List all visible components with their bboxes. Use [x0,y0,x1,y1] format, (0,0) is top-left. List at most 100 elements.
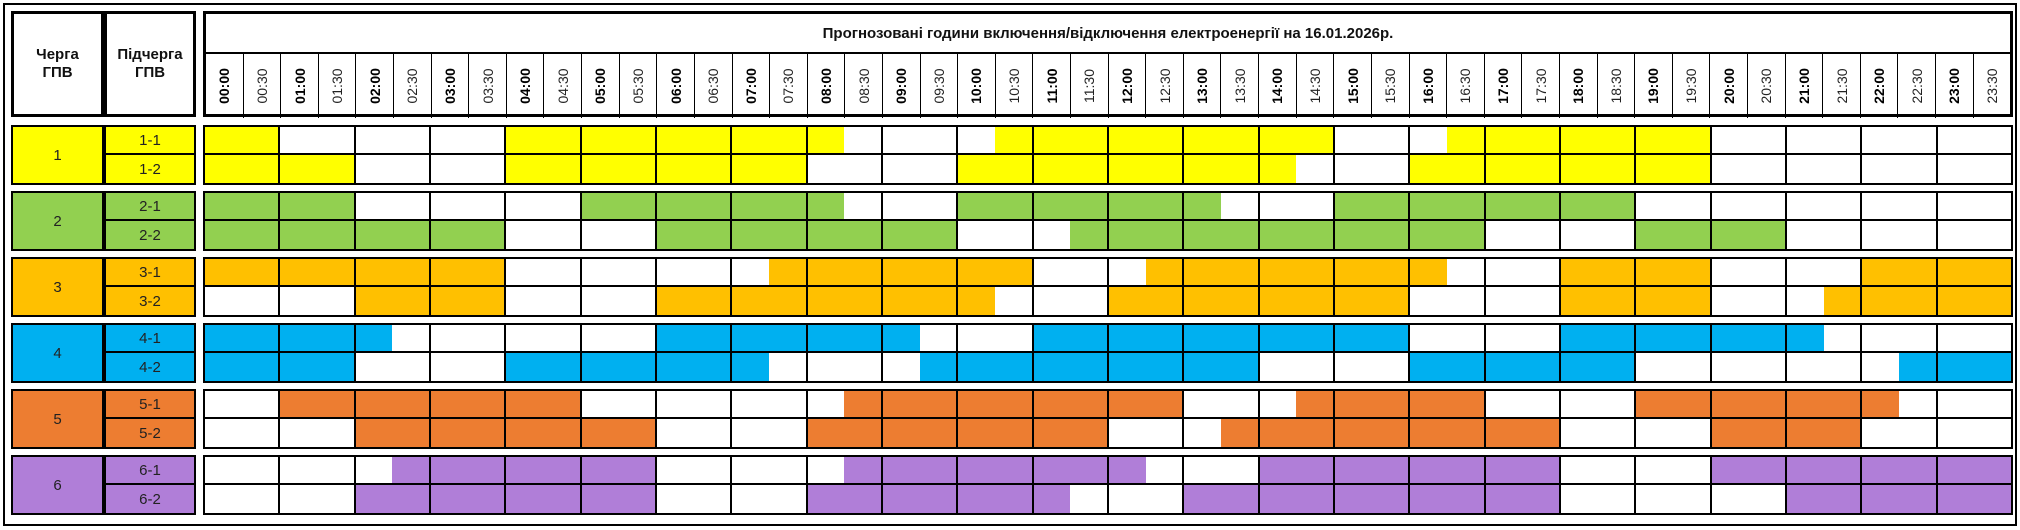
outage-slot [430,287,468,315]
time-label: 02:00 [366,68,383,104]
time-labels: 00:00 00:30 01:00 01:30 02:00 02:30 03:00 03:30… [206,54,2010,118]
time-label-cell: 08:00 [808,54,846,118]
outage-slot [1560,287,1598,315]
time-label: 19:30 [1683,68,1700,104]
outage-slot [1823,287,1861,315]
power-slot [1938,155,1975,183]
time-label: 19:00 [1645,68,1662,104]
schedule-row-4-1 [203,323,2013,353]
outage-slot [882,325,920,351]
hour-cell [656,353,733,381]
power-slot [543,193,580,219]
time-label-cell: 01:30 [319,54,357,118]
hour-cell [1560,127,1637,153]
outage-slot [1220,155,1258,183]
hour-cell [1410,325,1486,351]
hour-cell [1410,127,1486,153]
outage-slot [1862,391,1899,417]
power-slot [392,193,429,219]
outage-slot [1560,155,1598,183]
power-slot [1824,259,1861,285]
hour-cell [506,127,582,153]
outage-slot [1145,287,1183,315]
hour-cell [1712,353,1787,381]
time-label: 04:30 [554,68,571,104]
hour-cell [1636,127,1712,153]
time-label-cell: 09:30 [921,54,959,118]
hour-cell [205,325,281,351]
outage-slot [768,287,806,315]
power-slot [506,287,543,315]
outage-slot [542,391,580,417]
outage-slot [1371,457,1409,483]
outage-slot [1446,419,1484,447]
hour-cell [882,391,959,417]
time-label-cell: 11:00 [1033,54,1072,118]
power-slot [1522,391,1559,417]
outage-slot [1334,193,1372,219]
outage-slot [1184,287,1221,315]
power-slot [1938,391,1975,417]
time-label: 10:30 [1006,68,1023,104]
power-slot [1974,325,2011,351]
hour-cell [1410,485,1486,513]
hour-cell [1184,259,1260,285]
hour-cell [1335,155,1411,183]
outage-slot [1033,419,1071,447]
time-label-cell: 13:00 [1184,54,1222,118]
outage-slot [1974,485,2011,513]
hour-cell [1712,485,1787,513]
outage-slot [1898,457,1936,483]
hour-cell [1862,353,1938,381]
hour-cell [430,457,507,483]
outage-slot [355,419,393,447]
outage-slot [1485,155,1523,183]
power-slot [1372,127,1409,153]
outage-slot [241,193,279,219]
outage-slot [280,221,317,249]
outage-slot [1974,287,2011,315]
time-header: Прогнозовані години включення/відключенн… [203,11,2013,118]
outage-slot [1597,325,1635,351]
hour-cell [1033,457,1109,483]
hour-cell [732,127,808,153]
outage-slot [844,259,881,285]
hour-cell [1938,325,2011,351]
power-slot [883,127,920,153]
subqueue-label: 1-2 [104,155,196,185]
power-slot [1070,485,1107,513]
power-slot [1862,193,1899,219]
outage-slot [693,325,731,351]
power-slot [242,391,279,417]
outage-slot [1033,485,1071,513]
hour-cell [280,485,356,513]
hour-cell [1711,221,1787,249]
power-slot [1712,259,1749,285]
hour-cell [656,221,733,249]
hour-cell [1410,221,1486,249]
time-label: 07:30 [780,68,797,104]
power-slot [1787,193,1824,219]
queue-label: 6 [11,455,104,515]
hour-cell [656,127,733,153]
hour-cell [1259,259,1335,285]
hour-cell [1560,259,1637,285]
outage-slot [542,353,580,381]
outage-slot [506,353,543,381]
power-slot [1673,353,1710,381]
hour-cell [1033,391,1109,417]
power-slot [317,287,354,315]
outage-slot [882,259,920,285]
hour-cell [1862,485,1938,513]
power-slot [1938,419,1975,447]
outage-slot [882,221,920,249]
power-slot [1447,259,1484,285]
outage-slot [1334,457,1372,483]
hour-cell [732,193,808,219]
outage-slot [1296,485,1333,513]
outage-slot [693,127,731,153]
time-label: 05:30 [630,68,646,104]
outage-slot [1446,127,1484,153]
power-slot [1561,419,1598,447]
outage-slot [1485,353,1523,381]
